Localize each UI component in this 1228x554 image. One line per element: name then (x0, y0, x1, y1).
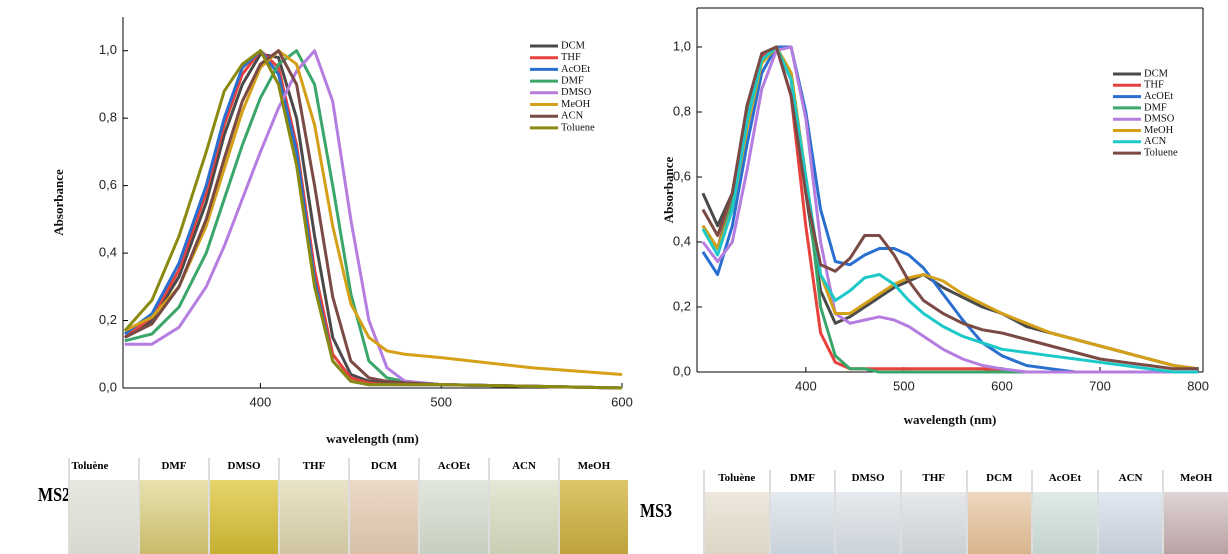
y-tick-label: 0,6 (673, 168, 691, 183)
x-axis-label: wavelength (nm) (326, 431, 419, 446)
x-axis-label: wavelength (nm) (904, 412, 997, 427)
spectrum (701, 45, 1199, 374)
vial-photo: Toluène DMF DMSO THF DCM AcOEt ACN MeOH (703, 470, 1228, 554)
spectrum (701, 45, 1199, 374)
vial: MeOH (1162, 470, 1228, 554)
legend-label: Toluene (1144, 148, 1178, 159)
vial: DMSO (834, 470, 900, 554)
charts: 0,0 0,2 0,4 0,6 0,8 1,0 400 500 600 wavelength (n… (51, 7, 1209, 446)
vial-label: MeOH (1164, 470, 1228, 492)
vial-label: Toluène (705, 470, 769, 492)
legend-label: ACN (1144, 136, 1167, 147)
y-tick-label: 0,4 (99, 245, 117, 260)
y-tick-label: 0,2 (673, 298, 691, 313)
spectrum (123, 49, 623, 390)
vial: DCM (965, 470, 1032, 554)
vial-label: ACN (1098, 470, 1163, 492)
legend-label: THF (561, 52, 581, 63)
legend-label: DCM (1144, 68, 1169, 79)
y-tick-label: 0,6 (99, 177, 117, 192)
x-tick-label: 400 (795, 378, 817, 393)
vial: Toluène (703, 470, 769, 554)
x-tick-label: 600 (991, 378, 1013, 393)
legend-label: Toluene (561, 122, 595, 133)
vial-label: DCM (967, 470, 1032, 492)
x-tick-label: 700 (1089, 378, 1111, 393)
vial-label: DCM (350, 458, 418, 480)
vial-label: AcOEt (1033, 470, 1097, 492)
x-tick-label: 400 (250, 394, 272, 409)
vial: AcOEt (418, 458, 488, 554)
y-tick-label: 0,0 (673, 363, 691, 378)
y-axis-label: Absorbance (661, 157, 676, 224)
legend-label: DMF (561, 76, 584, 87)
vial: Toluène (68, 458, 138, 554)
y-tick-label: 1,0 (99, 42, 117, 57)
sample-label: MS3 (640, 500, 672, 522)
sample-label: MS2 (38, 484, 70, 506)
legend-label: DMSO (561, 87, 592, 98)
x-tick-label: 500 (893, 378, 915, 393)
legend-label: DCM (561, 40, 586, 51)
x-tick-label: 800 (1187, 378, 1209, 393)
vial: ACN (1096, 470, 1163, 554)
vial-label: Toluène (70, 458, 110, 480)
legend-label: AcOEt (1144, 91, 1173, 102)
vial: DMSO (208, 458, 278, 554)
vial-photo: Toluène DMF DMSO THF DCM AcOEt ACN MeOH (68, 458, 628, 554)
vial-label: DMF (140, 458, 208, 480)
vial: AcOEt (1031, 470, 1097, 554)
vial-label: DMSO (210, 458, 278, 480)
vial: THF (899, 470, 966, 554)
legend-label: ACN (561, 111, 584, 122)
y-tick-label: 0,8 (673, 103, 691, 118)
vial-label: MeOH (560, 458, 628, 480)
legend-label: DMF (1144, 102, 1167, 113)
vial-label: THF (280, 458, 348, 480)
vial-label: DMF (770, 470, 835, 492)
spectrum (701, 45, 1199, 371)
vial-label: ACN (490, 458, 558, 480)
legend-label: DMSO (1144, 114, 1175, 125)
x-tick-label: 600 (611, 394, 633, 409)
vial: DCM (348, 458, 418, 554)
vial: DMF (138, 458, 208, 554)
y-tick-label: 0,8 (99, 110, 117, 125)
vial: MeOH (558, 458, 628, 554)
y-tick-label: 0,0 (99, 379, 117, 394)
vial: DMF (768, 470, 835, 554)
vial: THF (278, 458, 348, 554)
vial-label: DMSO (836, 470, 900, 492)
legend-label: THF (1144, 80, 1164, 91)
spectrum (124, 49, 623, 376)
y-tick-label: 0,2 (99, 312, 117, 327)
x-tick-label: 500 (430, 394, 452, 409)
y-tick-label: 0,4 (673, 233, 691, 248)
y-tick-label: 1,0 (673, 38, 691, 53)
y-axis-label: Absorbance (51, 169, 66, 236)
legend-label: AcOEt (561, 64, 590, 75)
vial-label: THF (901, 470, 966, 492)
legend-label: MeOH (561, 99, 591, 110)
legend-label: MeOH (1144, 125, 1174, 136)
vial: ACN (488, 458, 558, 554)
vial-label: AcOEt (420, 458, 488, 480)
